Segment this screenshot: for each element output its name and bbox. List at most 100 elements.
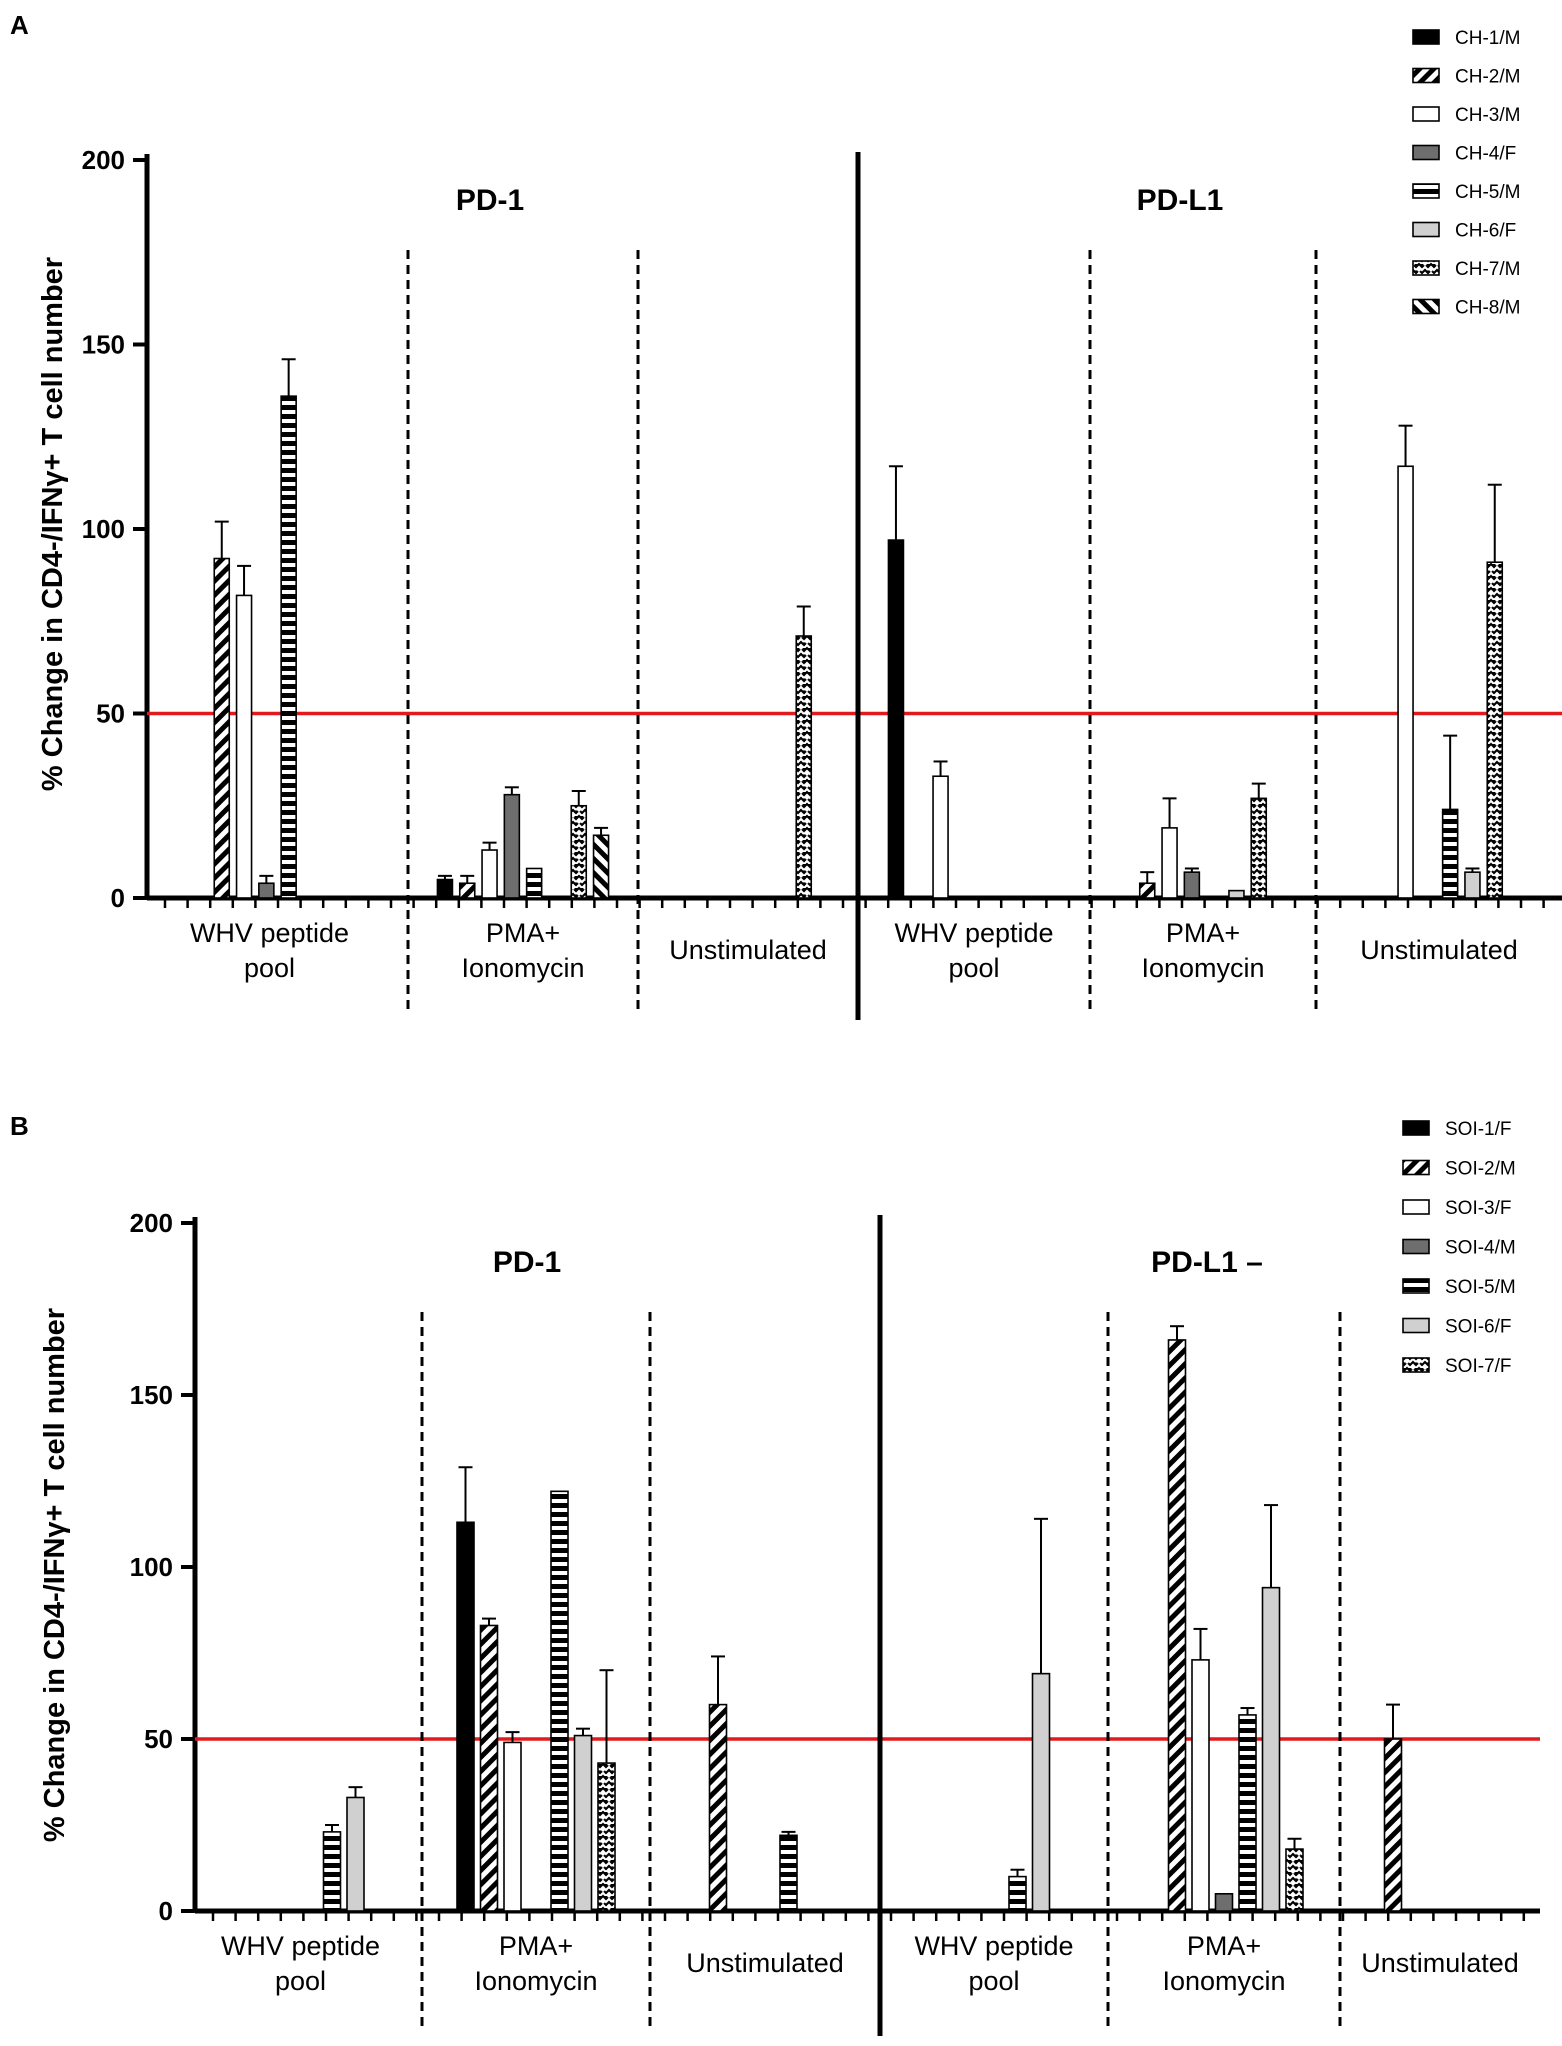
panel-a-legend-label: CH-7/M xyxy=(1455,259,1520,280)
panel-b-y-tick-label: 100 xyxy=(130,1552,173,1582)
panel-a-category-label: WHV peptide xyxy=(894,918,1053,948)
panel-b-legend-label: SOI-1/F xyxy=(1445,1119,1512,1140)
panel-a-chart: 0 50 100 150 200 PD-1 PD-L1 WHV peptide pool PMA+… xyxy=(82,28,1562,1020)
panel-b-bar-soi-2-m xyxy=(1167,1339,1187,1912)
panel-b-legend-label: SOI-3/F xyxy=(1445,1198,1512,1219)
panel-b-bar-soi-4-m xyxy=(1214,1893,1234,1912)
panel-b-legend-label: SOI-6/F xyxy=(1445,1317,1512,1338)
panel-a-y-tick-label: 100 xyxy=(82,514,125,544)
panel-a-legend-swatch xyxy=(1412,298,1440,315)
panel-a-legend-label: CH-5/M xyxy=(1455,182,1520,203)
panel-b-category-label: Unstimulated xyxy=(686,1948,844,1978)
panel-b-bar-soi-1-f xyxy=(456,1521,475,1912)
panel-a-legend-label: CH-6/F xyxy=(1455,221,1516,242)
panel-a-category-label: pool xyxy=(244,953,295,983)
panel-b-bar-soi-3-f xyxy=(503,1741,522,1912)
panel-a-y-tick-label: 50 xyxy=(96,699,125,729)
panel-a-bar-ch-3-m xyxy=(235,594,253,899)
panel-b-bar-soi-5-m xyxy=(779,1834,798,1912)
panel-b-bar-soi-6-f xyxy=(1031,1672,1051,1912)
panel-b-y-tick-label: 200 xyxy=(130,1208,173,1238)
panel-a-legend-swatch xyxy=(1412,67,1440,84)
panel-b-bar-soi-5-m xyxy=(1008,1875,1027,1912)
panel-b-letter: B xyxy=(10,1111,29,1141)
panel-a-bar-ch-3-m xyxy=(1397,465,1414,899)
panel-a-legend-swatch xyxy=(1412,106,1440,122)
panel-b-bar-soi-3-f xyxy=(1191,1659,1210,1912)
panel-b-bar-soi-6-f xyxy=(346,1796,365,1912)
panel-a-category-label: Unstimulated xyxy=(1360,935,1518,965)
panel-b-y-axis-label: % Change in CD4-/IFNγ+ T cell number xyxy=(39,1308,71,1842)
panel-b-bar-soi-5-m xyxy=(322,1831,342,1912)
panel-b-y-tick-label: 0 xyxy=(159,1896,173,1926)
panel-a-legend-swatch xyxy=(1412,183,1440,199)
panel-b-legend-label: SOI-4/M xyxy=(1445,1238,1516,1259)
panel-b-y-tick-label: 150 xyxy=(130,1380,173,1410)
panel-a-legend-swatch xyxy=(1412,260,1440,276)
panel-b-bar-soi-5-m xyxy=(1238,1714,1257,1912)
panel-b-bar-soi-2-m xyxy=(1383,1738,1403,1912)
panel-a-bar-ch-3-m xyxy=(932,775,949,899)
panel-b-bar-soi-2-m xyxy=(479,1624,499,1912)
panel-b-legend-swatch xyxy=(1402,1199,1430,1215)
panel-a-category-label: PMA+ xyxy=(486,918,560,948)
panel-a-category-label: PMA+ xyxy=(1166,918,1240,948)
panel-a-bar-ch-3-m xyxy=(1161,827,1178,899)
panel-a-letter: A xyxy=(10,10,29,40)
panel-b-category-label: pool xyxy=(968,1966,1019,1996)
panel-b-legend-swatch xyxy=(1402,1238,1430,1255)
panel-b-bar-soi-6-f xyxy=(1261,1586,1281,1912)
panel-b-category-label: Ionomycin xyxy=(1162,1966,1285,1996)
panel-a-bar-ch-4-f xyxy=(258,882,275,899)
panel-b-bar-soi-7-f xyxy=(1285,1848,1304,1912)
panel-a-y-axis-label: % Change in CD4-/IFNγ+ T cell number xyxy=(37,257,69,791)
panel-b-y-tick-label: 50 xyxy=(144,1724,173,1754)
panel-b-bar-soi-2-m xyxy=(708,1703,728,1912)
panel-a-legend-label: CH-4/F xyxy=(1455,144,1516,165)
panel-b-category-label: PMA+ xyxy=(1187,1931,1261,1961)
panel-a-bar-ch-7-m xyxy=(570,804,588,899)
panel-a-legend-label: CH-1/M xyxy=(1455,28,1520,49)
panel-a-bar-ch-4-f xyxy=(503,793,521,899)
panel-a-section-title-0: PD-1 xyxy=(456,184,524,217)
panel-a-legend-swatch xyxy=(1412,221,1440,238)
panel-a-bar-ch-7-m xyxy=(1250,797,1268,899)
panel-b-category-label: Unstimulated xyxy=(1361,1948,1519,1978)
panel-a-bar-ch-8-m xyxy=(592,834,610,899)
panel-a-bar-ch-1-m xyxy=(436,878,454,899)
panel-b-legend-swatch xyxy=(1402,1278,1430,1294)
panel-a-bar-ch-2-m xyxy=(1138,882,1156,899)
panel-b-category-label: pool xyxy=(275,1966,326,1996)
panel-b-bar-soi-5-m xyxy=(550,1490,569,1912)
panel-b-category-label: WHV peptide xyxy=(914,1931,1073,1961)
panel-b-category-label: PMA+ xyxy=(499,1931,573,1961)
panel-b-legend-swatch xyxy=(1402,1357,1430,1373)
panel-a-y-tick-label: 200 xyxy=(82,145,125,175)
panel-b-legend-swatch xyxy=(1402,1317,1430,1334)
panel-a-legend-label: CH-3/M xyxy=(1455,105,1520,126)
panel-b-bar-soi-7-f xyxy=(597,1762,616,1912)
panel-b-legend-swatch xyxy=(1402,1120,1430,1136)
panel-b-section-title-1: PD-L1 – xyxy=(1151,1246,1263,1279)
panel-a-category-label: WHV peptide xyxy=(190,918,349,948)
panel-a-y-tick-label: 0 xyxy=(111,883,125,913)
panel-a-bar-ch-3-m xyxy=(481,849,498,899)
panel-b-legend-swatch xyxy=(1402,1159,1430,1176)
panel-a-category-label: pool xyxy=(948,953,999,983)
panel-a-bar-ch-5-m xyxy=(280,395,297,899)
panel-a-bar-ch-1-m xyxy=(887,539,905,899)
panel-b-legend-label: SOI-7/F xyxy=(1445,1356,1512,1377)
panel-b-category-label: WHV peptide xyxy=(221,1931,380,1961)
panel-a-bar-ch-2-m xyxy=(458,882,476,899)
panel-a-y-tick-label: 150 xyxy=(82,330,125,360)
panel-a-legend-label: CH-2/M xyxy=(1455,67,1520,88)
panel-b-legend-label: SOI-2/M xyxy=(1445,1159,1516,1180)
panel-a-category-label: Unstimulated xyxy=(669,935,827,965)
panel-a-legend-swatch xyxy=(1412,29,1440,45)
panel-a-section-title-1: PD-L1 xyxy=(1137,184,1224,217)
panel-a-bar-ch-7-m xyxy=(1486,561,1504,899)
panel-a-legend-swatch xyxy=(1412,144,1440,161)
panel-b-legend-label: SOI-5/M xyxy=(1445,1277,1516,1298)
panel-a-bar-ch-5-m xyxy=(1441,808,1459,899)
